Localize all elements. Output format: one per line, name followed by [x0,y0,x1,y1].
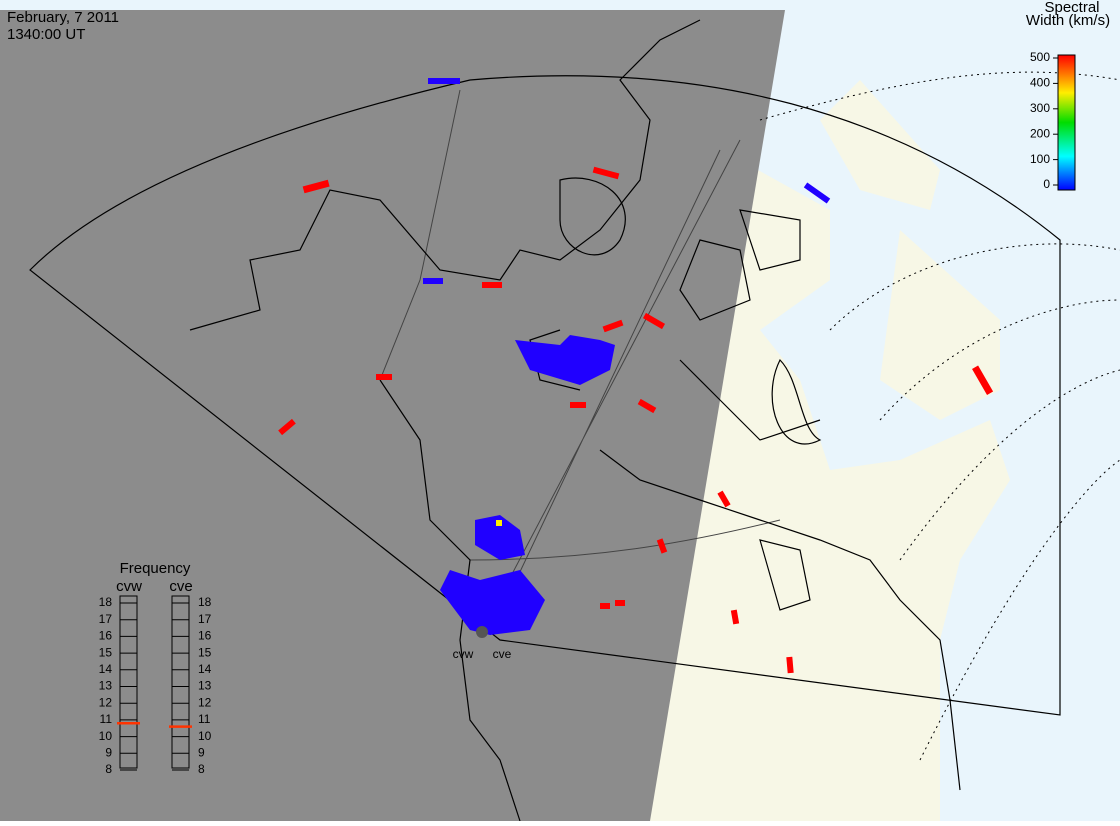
time: 1340:00 UT [7,26,85,43]
colorbar [1057,54,1076,191]
colorbar-title: Spectral [1044,0,1099,16]
colorbar-tick-label: 300 [1030,101,1050,115]
colorbar-tick-label: 0 [1043,177,1050,191]
frequency-tick-label: 15 [99,645,113,659]
night-region [0,10,785,821]
radar-name: cvw [116,578,142,595]
station-label: cvw [453,647,474,661]
frequency-scale [171,595,190,769]
colorbar-tick-label: 100 [1030,152,1050,166]
frequency-tick-label: 10 [198,729,212,743]
colorbar-title: Width (km/s) [1026,12,1110,29]
frequency-tick-label: 13 [99,679,113,693]
scatter-cells [278,78,994,674]
frequency-tick-label: 12 [198,695,212,709]
frequency-tick-label: 10 [99,729,113,743]
frequency-tick-label: 9 [105,745,112,759]
frequency-tick-label: 16 [198,629,212,643]
frequency-tick-label: 15 [198,645,212,659]
frequency-tick-label: 16 [99,629,113,643]
station-marker [476,626,488,638]
frequency-tick-label: 17 [99,612,113,626]
frequency-tick-label: 8 [105,762,112,776]
colorbar-tick-label: 400 [1030,76,1050,90]
fov-beams [379,89,781,636]
station-label: cve [493,647,512,661]
radar-name: cve [169,578,192,595]
coastline [739,209,822,611]
frequency-tick-label: 17 [198,612,212,626]
frequency-tick-label: 18 [99,595,113,609]
frequency-tick-label: 11 [198,712,211,726]
colorbar-tick-label: 500 [1030,50,1050,64]
frequency-tick-label: 12 [99,695,113,709]
frequency-scale [119,595,138,769]
frequency-tick-label: 9 [198,745,205,759]
frequency-tick-label: 14 [198,662,212,676]
frequency-tick-label: 18 [198,595,212,609]
colorbar-tick-label: 200 [1030,126,1050,140]
date: February, 7 2011 [7,9,119,26]
frequency-title: Frequency [120,560,191,577]
fov-outline [29,75,1061,716]
land-day [820,80,1000,420]
frequency-tick-label: 13 [198,679,212,693]
frequency-tick-label: 11 [100,712,113,726]
frequency-tick-label: 14 [99,662,113,676]
frequency-tick-label: 8 [198,762,205,776]
